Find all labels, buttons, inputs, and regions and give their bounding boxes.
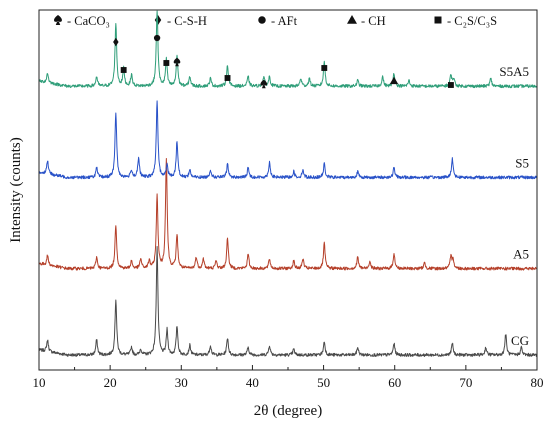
legend-label-spade: - CaCO₃ (67, 14, 110, 28)
marker-circle-icon (153, 34, 161, 42)
legend-square-icon (434, 16, 442, 24)
legend-circle-icon (258, 16, 266, 24)
series-group (38, 10, 538, 357)
legend: - CaCO₃ - C-S-H - AFt - CH - C₂S/C₃S (54, 14, 497, 28)
series-labels: CG A5 S5 S5A5 (499, 64, 529, 348)
legend-label-circle: - AFt (271, 14, 298, 28)
series-line-s5 (38, 100, 538, 180)
x-tick-label: 40 (246, 375, 259, 390)
x-tick-label: 50 (317, 375, 330, 390)
marker-spade-icon (173, 57, 181, 67)
x-tick-label: 30 (175, 375, 188, 390)
series-label-cg: CG (511, 333, 529, 348)
series-line-a5 (38, 157, 538, 271)
marker-square-icon (120, 67, 127, 73)
x-tick-label: 20 (104, 375, 117, 390)
legend-label-square: - C₂S/C₃S (447, 14, 497, 28)
marker-square-icon (447, 82, 454, 88)
marker-diamond-icon (113, 37, 119, 47)
x-axis-title: 2θ (degree) (254, 403, 322, 419)
x-axis-ticks: 10 20 30 40 50 60 70 80 (33, 365, 544, 390)
marker-spade-icon (260, 79, 268, 89)
peak-markers (113, 34, 454, 89)
x-tick-label: 80 (531, 375, 544, 390)
y-axis-title: Intensity (counts) (8, 137, 24, 242)
legend-spade-icon (54, 15, 62, 25)
legend-label-triangle: - CH (361, 14, 386, 28)
legend-label-diamond: - C-S-H (167, 14, 207, 28)
marker-square-icon (163, 60, 170, 66)
marker-square-icon (224, 75, 231, 81)
series-label-a5: A5 (513, 247, 529, 262)
legend-triangle-icon (347, 15, 357, 24)
x-tick-label: 10 (33, 375, 46, 390)
series-label-s5a5: S5A5 (499, 64, 529, 79)
x-tick-label: 70 (459, 375, 472, 390)
marker-triangle-icon (389, 76, 399, 85)
series-line-s5a5 (38, 10, 538, 89)
marker-square-icon (321, 65, 328, 71)
plot-frame (38, 9, 538, 371)
series-label-s5: S5 (515, 155, 529, 170)
x-tick-label: 60 (388, 375, 401, 390)
series-line-cg (38, 246, 538, 357)
